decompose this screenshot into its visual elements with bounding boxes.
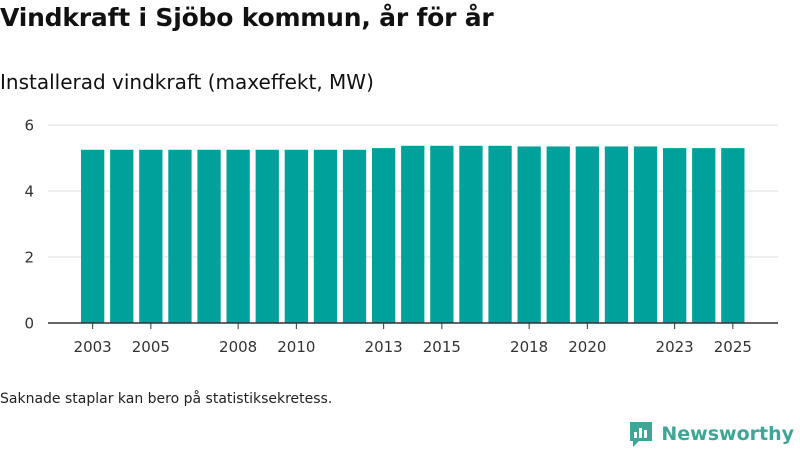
bar[interactable]	[517, 146, 541, 323]
x-tick-label: 2018	[510, 338, 548, 356]
bar[interactable]	[401, 145, 425, 323]
bar[interactable]	[721, 148, 745, 323]
x-tick-label: 2010	[277, 338, 315, 356]
y-tick-label: 6	[24, 117, 34, 135]
x-tick-label: 2005	[132, 338, 170, 356]
bar[interactable]	[81, 149, 105, 323]
bar[interactable]	[372, 148, 396, 323]
bar[interactable]	[284, 149, 308, 323]
bar[interactable]	[139, 149, 163, 323]
bar[interactable]	[663, 148, 687, 323]
x-tick-label: 2023	[656, 338, 694, 356]
y-tick-label: 0	[24, 315, 34, 333]
bar[interactable]	[313, 149, 338, 323]
y-tick-label: 4	[24, 183, 34, 201]
x-tick-label: 2025	[714, 338, 752, 356]
x-tick-label: 2008	[219, 338, 257, 356]
bar[interactable]	[226, 149, 250, 323]
brand-name: Newsworthy	[661, 423, 794, 445]
bar[interactable]	[168, 149, 192, 323]
newsworthy-logo-icon	[630, 422, 653, 447]
footnote: Saknade staplar kan bero på statistiksek…	[0, 391, 333, 407]
bar[interactable]	[342, 149, 367, 323]
y-tick-label: 2	[24, 249, 34, 267]
bar-chart: 0 2 4 6 2003 2005 2008 2010 2013 2015 2018 2020 202…	[24, 117, 778, 356]
chart-subtitle: Installerad vindkraft (maxeffekt, MW)	[0, 70, 374, 94]
bar[interactable]	[430, 145, 454, 323]
bar[interactable]	[692, 148, 716, 323]
bar[interactable]	[546, 146, 570, 323]
x-tick-label: 2013	[365, 338, 403, 356]
x-tick-label: 2020	[568, 338, 606, 356]
brand-logo[interactable]: Newsworthy	[628, 419, 794, 449]
bar[interactable]	[110, 149, 134, 323]
bar[interactable]	[604, 146, 629, 323]
y-axis-ticks: 0 2 4 6	[24, 117, 34, 333]
x-tick-label: 2003	[74, 338, 112, 356]
bar[interactable]	[575, 146, 599, 323]
bar[interactable]	[255, 149, 279, 323]
x-axis: 2003 2005 2008 2010 2013 2015 2018 2020 2023 2025	[48, 322, 778, 356]
bar[interactable]	[197, 149, 221, 323]
bar[interactable]	[459, 145, 483, 323]
chart-title: Vindkraft i Sjöbo kommun, år för år	[0, 3, 494, 32]
bar[interactable]	[633, 146, 658, 323]
bars	[81, 145, 745, 323]
bar[interactable]	[488, 145, 512, 323]
x-tick-label: 2015	[423, 338, 461, 356]
